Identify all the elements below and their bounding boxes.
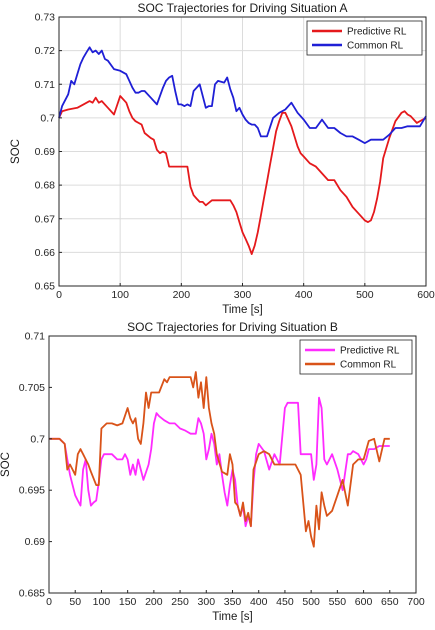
- x-tick-label: 200: [173, 289, 191, 301]
- x-tick-label: 250: [171, 596, 189, 608]
- legend-box: [299, 339, 413, 375]
- y-tick-label: 0.73: [35, 12, 56, 24]
- y-tick-label: 0.66: [35, 247, 56, 259]
- series-line-common-rl: [58, 46, 427, 145]
- x-tick-label: 0: [56, 289, 62, 301]
- y-tick-label: 0.72: [35, 45, 56, 57]
- chart-b-x-axis-label: Time [s]: [212, 611, 252, 623]
- y-tick-label: 0.7: [40, 112, 55, 124]
- x-tick-label: 100: [111, 289, 129, 301]
- x-tick-label: 50: [69, 596, 81, 608]
- y-tick-label: 0.69: [25, 536, 46, 548]
- chart-a-y-axis-label: SOC: [10, 139, 22, 164]
- series-line-predictive-rl: [58, 95, 427, 256]
- x-tick-label: 400: [250, 596, 268, 608]
- legend-entry-label: Predictive RL: [347, 27, 407, 38]
- x-tick-label: 550: [329, 596, 347, 608]
- x-tick-label: 400: [295, 289, 313, 301]
- x-tick-label: 0: [46, 596, 52, 608]
- x-tick-label: 200: [145, 596, 163, 608]
- y-tick-label: 0.705: [19, 382, 45, 394]
- x-tick-label: 500: [302, 596, 320, 608]
- chart-a-title: SOC Trajectories for Driving Situation A: [137, 1, 347, 15]
- legend-entry-label: Common RL: [340, 360, 397, 371]
- x-tick-label: 450: [276, 596, 294, 608]
- chart-situation-a: SOC Trajectories for Driving Situation A…: [10, 1, 435, 316]
- x-tick-label: 100: [93, 596, 111, 608]
- chart-b-title: SOC Trajectories for Driving Situation B: [127, 320, 338, 334]
- y-tick-label: 0.68: [35, 180, 56, 192]
- legend-entry-label: Common RL: [347, 41, 404, 52]
- y-tick-label: 0.695: [19, 485, 45, 497]
- x-tick-label: 150: [119, 596, 137, 608]
- chart-b-y-axis-label: SOC: [0, 452, 12, 477]
- chart-situation-b: SOC Trajectories for Driving Situation B…: [0, 320, 425, 623]
- y-tick-label: 0.71: [35, 79, 56, 91]
- x-tick-label: 600: [355, 596, 373, 608]
- x-tick-label: 500: [356, 289, 374, 301]
- legend-box: [306, 20, 423, 56]
- x-tick-label: 300: [234, 289, 252, 301]
- legend: Predictive RL Common RL: [299, 339, 413, 375]
- y-tick-label: 0.7: [30, 433, 45, 445]
- legend-entry-label: Predictive RL: [340, 346, 400, 357]
- series-line-common-rl: [49, 371, 390, 548]
- x-tick-label: 300: [198, 596, 216, 608]
- x-tick-label: 650: [381, 596, 399, 608]
- y-tick-label: 0.685: [19, 588, 45, 600]
- y-tick-label: 0.67: [35, 213, 56, 225]
- y-tick-label: 0.65: [35, 281, 56, 293]
- x-tick-label: 600: [417, 289, 435, 301]
- y-tick-label: 0.69: [35, 146, 56, 158]
- x-tick-label: 700: [407, 596, 425, 608]
- y-tick-label: 0.71: [25, 331, 46, 343]
- legend: Predictive RL Common RL: [306, 20, 423, 56]
- x-tick-label: 350: [224, 596, 242, 608]
- chart-a-x-axis-label: Time [s]: [222, 304, 262, 316]
